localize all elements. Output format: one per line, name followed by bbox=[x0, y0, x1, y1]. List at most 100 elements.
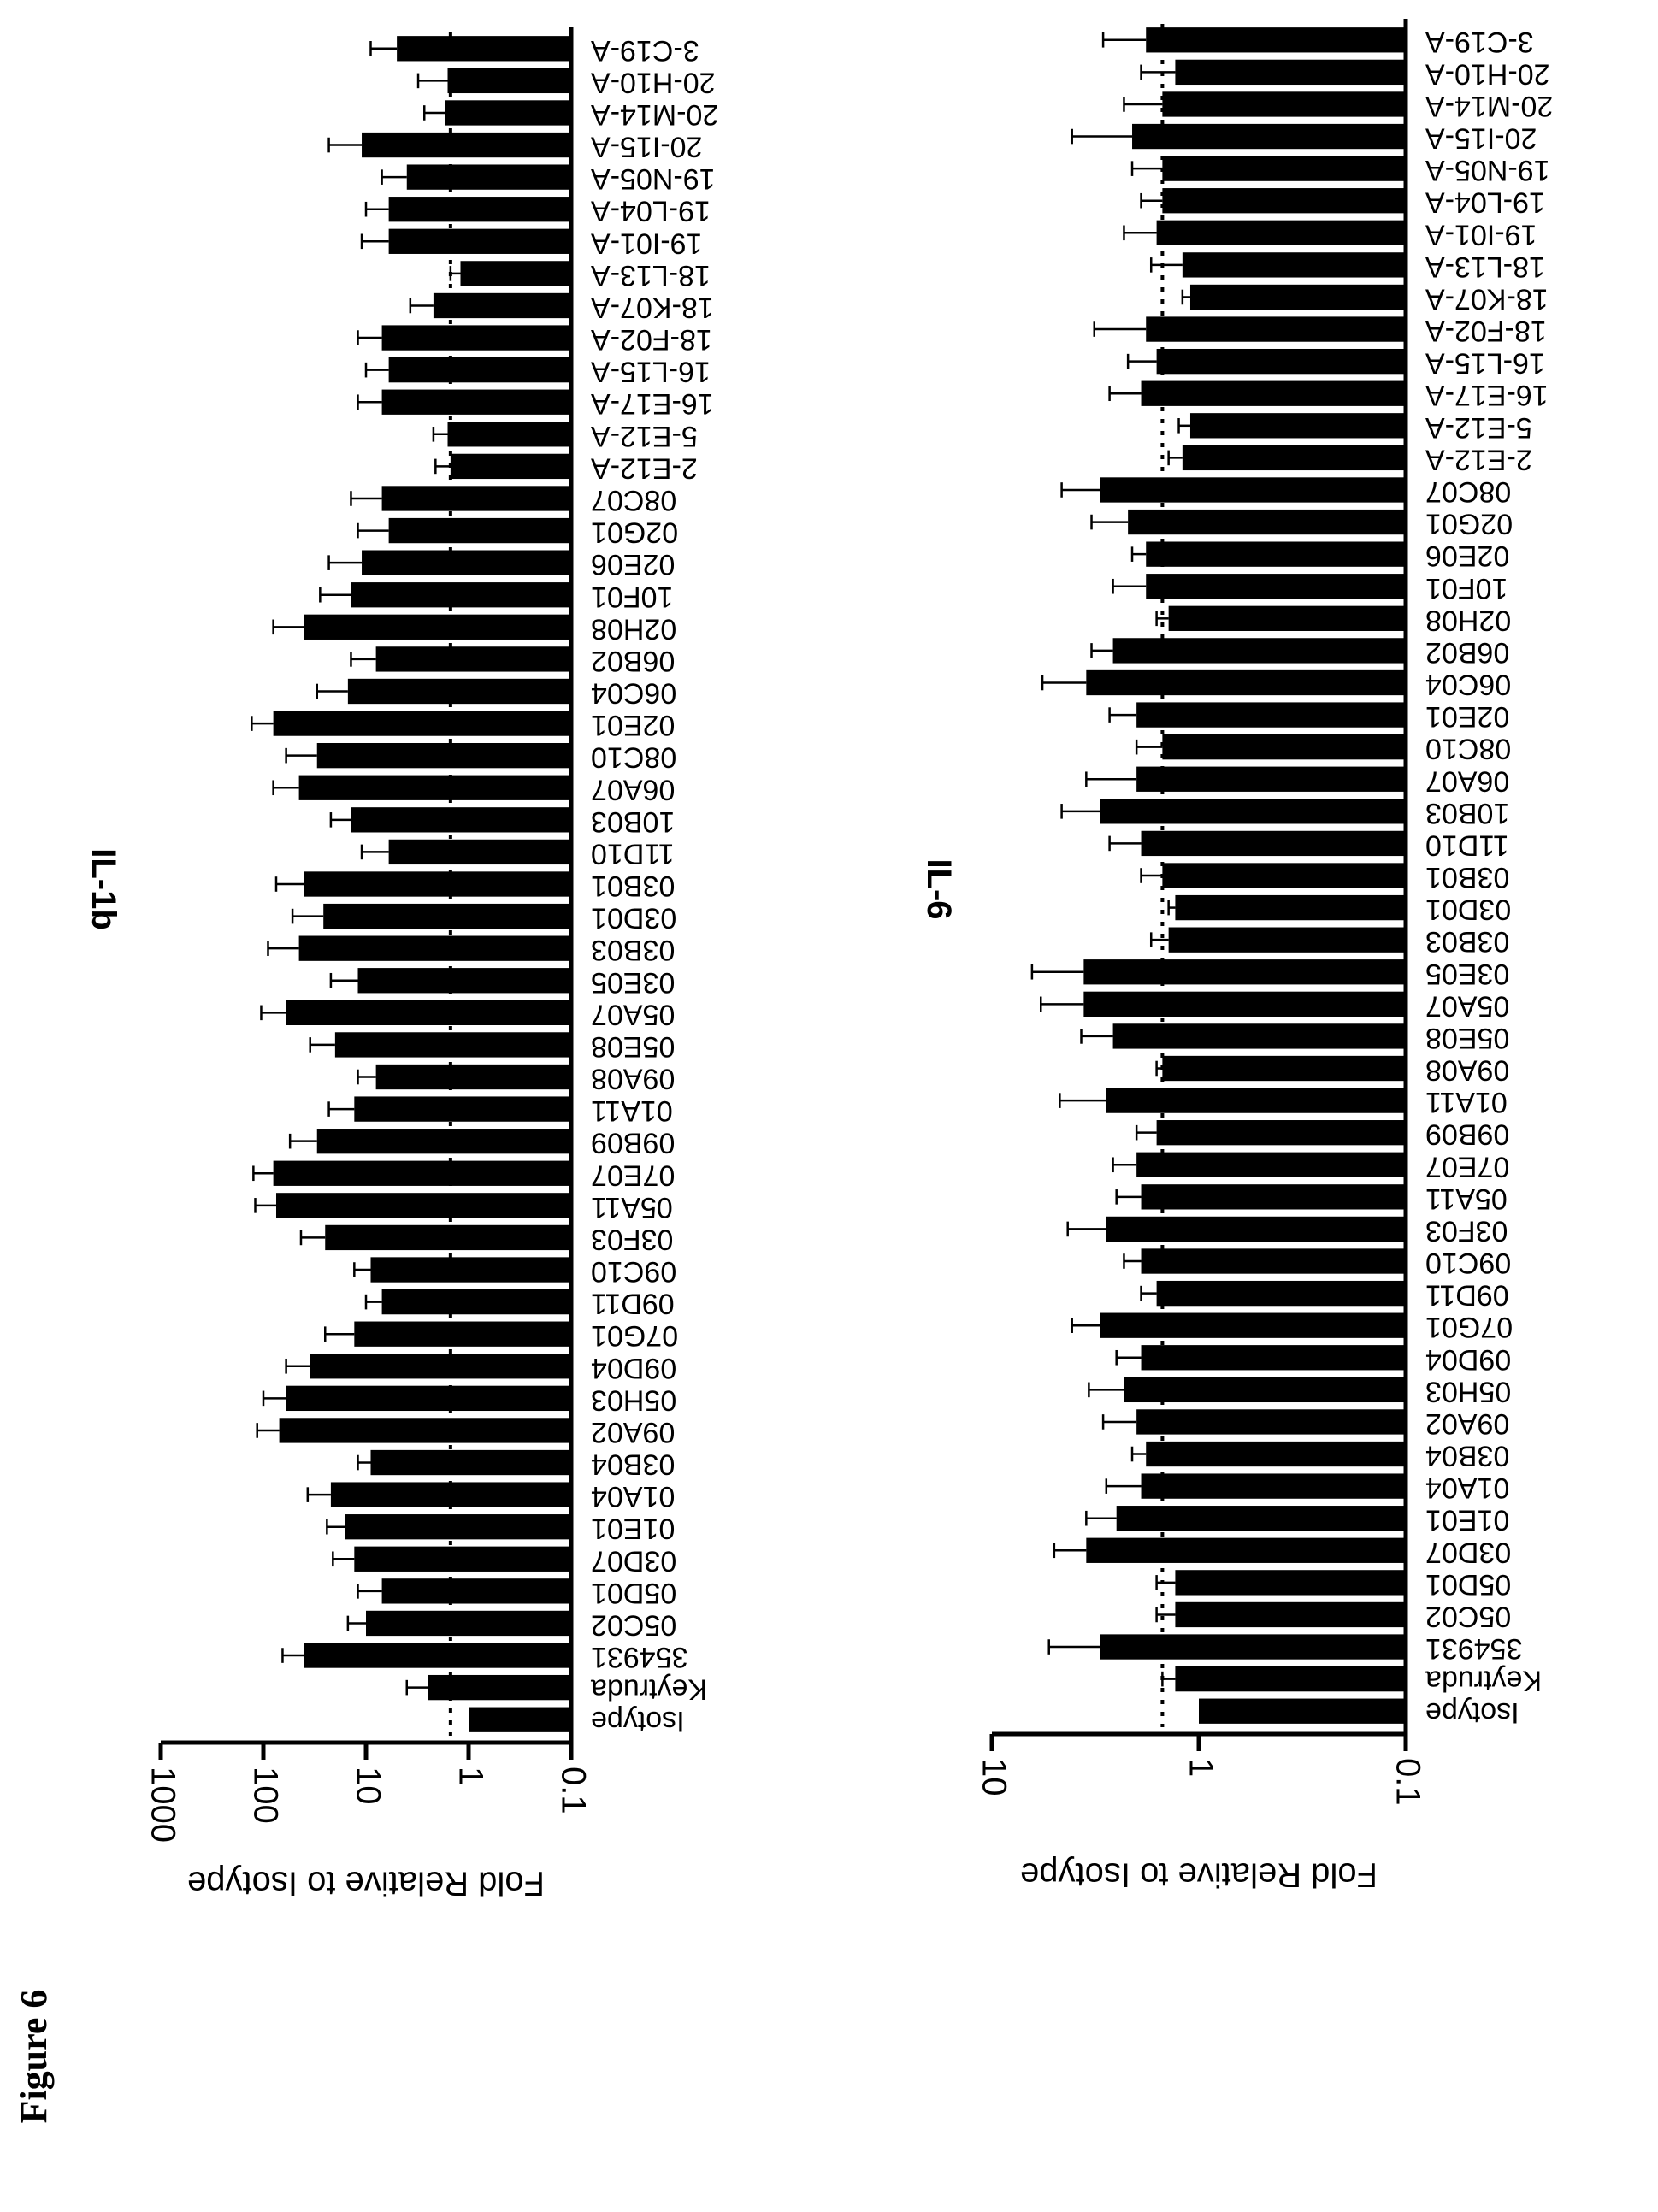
bar bbox=[304, 614, 571, 640]
category-label: 05C02 bbox=[591, 1608, 676, 1641]
bar bbox=[1162, 91, 1406, 117]
bar bbox=[354, 1321, 571, 1347]
bar bbox=[1175, 1666, 1406, 1692]
bar bbox=[1136, 1409, 1406, 1435]
figure-label: Figure 6 bbox=[13, 1989, 55, 2124]
category-label: 03D01 bbox=[1425, 894, 1511, 926]
bar bbox=[316, 1129, 571, 1154]
category-label: 18-F02-A bbox=[591, 323, 712, 356]
bar bbox=[357, 968, 571, 994]
bar bbox=[370, 1449, 571, 1476]
bar bbox=[1175, 1601, 1406, 1628]
category-label: 20-H10-A bbox=[591, 66, 716, 98]
category-label: 06C04 bbox=[591, 677, 676, 710]
bar bbox=[1162, 188, 1406, 214]
category-label: 01E01 bbox=[591, 1513, 675, 1545]
bar bbox=[1182, 252, 1406, 278]
category-label: 05E08 bbox=[1425, 1022, 1509, 1054]
category-label: 05C02 bbox=[1425, 1600, 1511, 1632]
bar bbox=[304, 871, 571, 897]
chart-il-6: IL-6 0.1 1 10 Fold Relative to Isotype Isotyp… bbox=[920, 19, 1553, 1893]
bar bbox=[370, 1257, 571, 1283]
bar bbox=[375, 646, 571, 672]
category-label: Isotype bbox=[1425, 1696, 1519, 1729]
category-label: 01A11 bbox=[591, 1094, 673, 1127]
category-label: 11D10 bbox=[591, 837, 675, 870]
bar bbox=[1146, 27, 1406, 53]
category-label: 20-H10-A bbox=[1425, 57, 1550, 90]
category-label: 03D01 bbox=[591, 902, 676, 935]
bar bbox=[279, 1418, 571, 1443]
bar bbox=[1100, 799, 1406, 824]
category-label: 06A07 bbox=[591, 773, 675, 805]
bar bbox=[1146, 574, 1406, 599]
bar bbox=[286, 1385, 571, 1412]
category-label: 06B02 bbox=[1425, 636, 1509, 669]
category-label: 07G01 bbox=[591, 1319, 678, 1352]
category-label: 02G01 bbox=[591, 516, 678, 549]
bar bbox=[1199, 1698, 1406, 1724]
category-label: 20-M14-A bbox=[591, 98, 719, 131]
bar bbox=[1136, 1152, 1406, 1177]
bar bbox=[381, 486, 571, 511]
category-label: 09B09 bbox=[591, 1127, 675, 1159]
bar bbox=[1156, 1120, 1406, 1146]
bar bbox=[366, 1610, 571, 1637]
category-label: 05D01 bbox=[1425, 1568, 1511, 1601]
bar bbox=[381, 1578, 571, 1604]
category-label: 19-L04-A bbox=[1425, 186, 1545, 219]
bar bbox=[381, 1289, 571, 1315]
bar bbox=[1156, 1280, 1406, 1307]
category-label: 10B03 bbox=[1425, 797, 1509, 829]
bar bbox=[1086, 669, 1406, 696]
bar bbox=[1189, 284, 1406, 310]
category-label: 03E05 bbox=[1425, 958, 1509, 990]
category-label: 19-N05-A bbox=[1425, 154, 1550, 186]
category-label: 03D07 bbox=[1425, 1536, 1511, 1568]
bar bbox=[1175, 1570, 1406, 1596]
category-label: 03B03 bbox=[1425, 925, 1509, 958]
category-label: 09D04 bbox=[1425, 1343, 1511, 1376]
category-label: 5-E12-A bbox=[1425, 411, 1532, 444]
bar bbox=[1124, 1377, 1406, 1403]
bar bbox=[469, 1707, 571, 1732]
bar bbox=[362, 550, 571, 575]
category-label: 16-E17-A bbox=[1425, 379, 1549, 411]
bar bbox=[388, 197, 571, 222]
category-label: 11D10 bbox=[1425, 829, 1509, 861]
category-label: 18-K07-A bbox=[1425, 282, 1549, 315]
category-label: 09C10 bbox=[591, 1255, 676, 1288]
bar bbox=[375, 1064, 571, 1090]
bar bbox=[1141, 380, 1406, 406]
bar bbox=[1168, 927, 1406, 953]
chart-title: IL-6 bbox=[920, 858, 958, 919]
bar bbox=[1116, 1506, 1406, 1531]
category-label: 20-I15-A bbox=[1425, 122, 1537, 155]
bar bbox=[1168, 605, 1406, 631]
category-label: 16-L15-A bbox=[591, 356, 711, 388]
bar bbox=[1162, 734, 1406, 760]
bar bbox=[351, 807, 571, 833]
category-label: 05A11 bbox=[591, 1191, 673, 1224]
bar bbox=[345, 1514, 571, 1540]
bar bbox=[323, 903, 571, 929]
category-label: 3-C19-A bbox=[1425, 26, 1534, 58]
bar bbox=[433, 292, 571, 319]
bar bbox=[298, 775, 571, 800]
bar bbox=[460, 261, 571, 286]
bar bbox=[1189, 413, 1406, 439]
bar bbox=[1162, 1055, 1406, 1082]
category-label: Keytruda bbox=[1425, 1665, 1542, 1697]
bar bbox=[347, 678, 571, 705]
category-label: 09D11 bbox=[591, 1288, 675, 1320]
bar bbox=[1083, 959, 1406, 985]
category-label: Keytruda bbox=[591, 1673, 707, 1706]
category-label: 01E01 bbox=[1425, 1504, 1509, 1537]
bar bbox=[445, 100, 571, 126]
category-label: 03D07 bbox=[591, 1544, 676, 1577]
category-label: 03E05 bbox=[591, 966, 675, 999]
category-label: 01A04 bbox=[1425, 1472, 1509, 1504]
category-label: 05H03 bbox=[591, 1383, 676, 1416]
category-label: 05A07 bbox=[591, 998, 675, 1030]
